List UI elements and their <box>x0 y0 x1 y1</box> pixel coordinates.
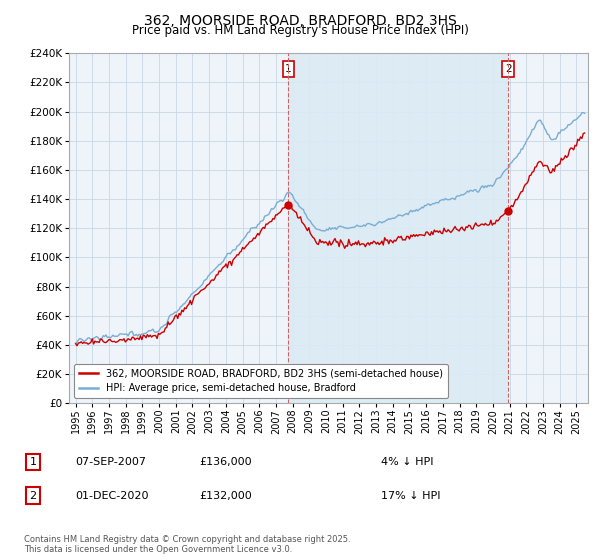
Text: 01-DEC-2020: 01-DEC-2020 <box>75 491 149 501</box>
Legend: 362, MOORSIDE ROAD, BRADFORD, BD2 3HS (semi-detached house), HPI: Average price,: 362, MOORSIDE ROAD, BRADFORD, BD2 3HS (s… <box>74 364 448 398</box>
Bar <box>289 53 508 403</box>
Text: 362, MOORSIDE ROAD, BRADFORD, BD2 3HS: 362, MOORSIDE ROAD, BRADFORD, BD2 3HS <box>143 14 457 28</box>
Text: 4% ↓ HPI: 4% ↓ HPI <box>381 457 433 467</box>
Text: £132,000: £132,000 <box>199 491 252 501</box>
Text: 2: 2 <box>29 491 37 501</box>
Text: £136,000: £136,000 <box>199 457 252 467</box>
Text: Price paid vs. HM Land Registry's House Price Index (HPI): Price paid vs. HM Land Registry's House … <box>131 24 469 36</box>
Text: 2: 2 <box>505 64 512 74</box>
Text: 17% ↓ HPI: 17% ↓ HPI <box>381 491 440 501</box>
Text: 07-SEP-2007: 07-SEP-2007 <box>75 457 146 467</box>
Text: Contains HM Land Registry data © Crown copyright and database right 2025.
This d: Contains HM Land Registry data © Crown c… <box>24 535 350 554</box>
Text: 1: 1 <box>285 64 292 74</box>
Text: 1: 1 <box>29 457 37 467</box>
